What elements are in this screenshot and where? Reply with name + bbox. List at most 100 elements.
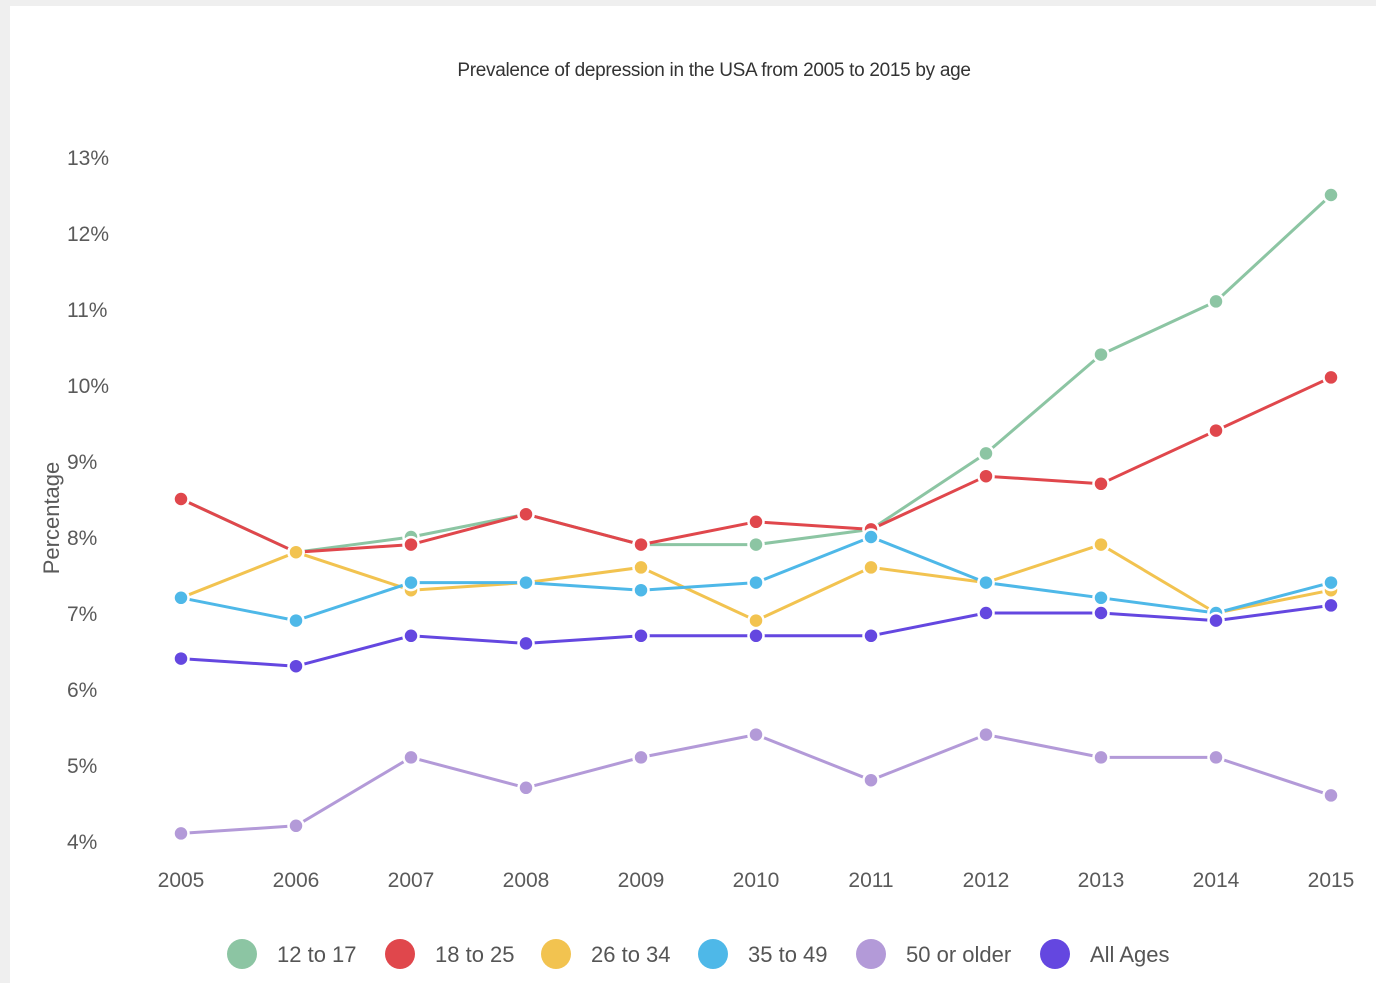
data-point [1322,596,1340,615]
data-point [517,779,535,797]
data-point [977,444,995,463]
legend-item: All Ages [1040,939,1170,969]
data-point [172,824,190,843]
x-tick-label: 2010 [733,869,780,892]
x-tick-label: 2014 [1193,869,1240,892]
data-point [1092,475,1110,493]
data-point [1092,535,1110,554]
data-point [747,535,765,554]
data-point [747,627,765,645]
series-line [179,193,1333,554]
series-line [179,733,1333,835]
legend-item: 12 to 17 [227,939,357,969]
data-point [1207,611,1225,630]
data-point [977,725,995,744]
data-point [1322,786,1340,805]
chart-card: Prevalence of depression in the USA from… [10,6,1376,983]
legend-swatch [856,939,886,969]
data-point [1322,573,1340,592]
data-point [517,505,535,523]
x-tick-label: 2005 [158,869,205,892]
legend-label: 18 to 25 [435,942,515,967]
data-point [1092,345,1110,364]
legend-item: 26 to 34 [541,939,671,969]
legend-swatch [385,939,415,969]
y-tick-label: 12% [67,223,109,246]
y-tick-label: 9% [67,451,97,474]
y-tick-label: 7% [67,603,97,626]
data-point [632,581,650,599]
legend-label: 50 or older [906,942,1011,967]
data-point [862,528,880,546]
data-point [1207,748,1225,767]
y-axis-title: Percentage [39,462,64,575]
x-tick-label: 2006 [273,869,320,892]
data-point [977,467,995,485]
data-point [517,573,535,592]
data-point [977,573,995,592]
data-point [747,611,765,630]
legend-swatch [698,939,728,969]
y-tick-label: 4% [67,831,97,854]
legend-label: 26 to 34 [591,942,671,967]
y-axis-ticks: 4% 5% 6% 7% 8% 9% 10% 11% 12% 13% [67,147,109,854]
y-tick-label: 6% [67,679,97,702]
data-point [632,535,650,554]
data-point [287,611,305,630]
y-tick-label: 5% [67,755,97,778]
data-point [1092,748,1110,767]
data-point [287,817,305,835]
y-tick-label: 11% [67,299,107,322]
legend-label: 35 to 49 [748,942,828,967]
data-point [287,543,305,561]
data-point [862,558,880,577]
data-point [1322,186,1340,204]
data-point [862,627,880,645]
data-point [402,573,420,592]
data-point [1092,589,1110,607]
data-point [747,573,765,592]
x-tick-label: 2007 [388,869,435,892]
x-tick-label: 2015 [1308,869,1355,892]
legend-swatch [541,939,571,969]
legend: 12 to 17 18 to 25 26 to 34 35 to 49 50 or ol… [227,939,1170,969]
x-tick-label: 2012 [963,869,1010,892]
legend-label: 12 to 17 [277,942,357,967]
chart-title: Prevalence of depression in the USA from… [457,60,970,81]
data-point [402,748,420,767]
legend-item: 18 to 25 [385,939,515,969]
x-tick-label: 2009 [618,869,665,892]
data-point [862,771,880,789]
data-point [172,589,190,607]
data-point [1207,421,1225,440]
data-point [977,604,995,622]
x-tick-label: 2011 [848,869,893,892]
data-point [632,748,650,767]
data-point [287,657,305,675]
data-point [402,535,420,554]
series-points [172,186,1340,843]
data-point [172,649,190,668]
data-point [747,725,765,744]
y-tick-label: 13% [67,147,109,170]
line-chart: Prevalence of depression in the USA from… [39,60,1355,969]
legend-swatch [1040,939,1070,969]
legend-item: 50 or older [856,939,1011,969]
data-point [402,627,420,645]
data-point [747,513,765,531]
data-point [1322,368,1340,387]
x-tick-label: 2008 [503,869,550,892]
x-axis-ticks: 2005 2006 2007 2008 2009 2010 2011 2012 2013 2014… [158,869,1355,892]
y-tick-label: 10% [67,375,109,398]
legend-swatch [227,939,257,969]
y-tick-label: 8% [67,527,97,550]
data-point [632,558,650,577]
data-point [172,490,190,508]
legend-item: 35 to 49 [698,939,828,969]
x-tick-label: 2013 [1078,869,1125,892]
data-point [632,627,650,645]
data-point [517,634,535,653]
data-point [1207,292,1225,311]
legend-label: All Ages [1090,942,1170,967]
data-point [1092,604,1110,622]
